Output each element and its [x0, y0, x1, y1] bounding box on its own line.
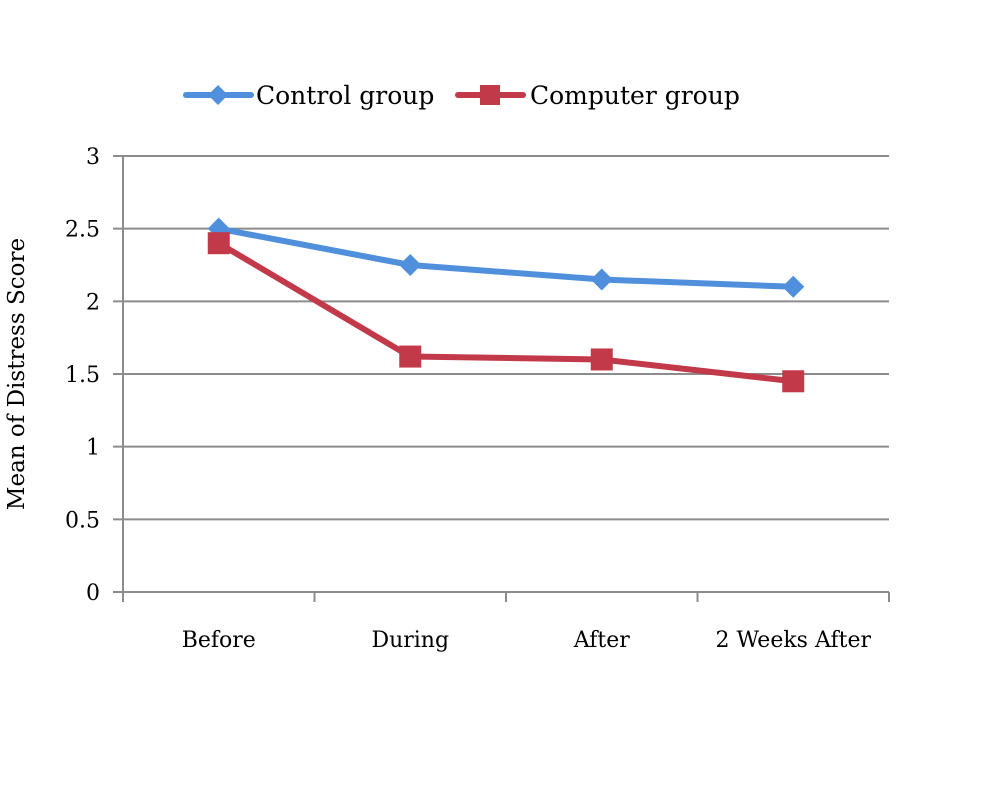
data-point — [590, 348, 613, 371]
series-layer — [207, 217, 805, 393]
y-tick-label: 2.5 — [65, 218, 100, 243]
y-tick-label: 1 — [86, 436, 100, 461]
legend: Control group Computer group — [183, 81, 740, 110]
legend-item-control: Control group — [183, 81, 434, 110]
data-point — [207, 232, 230, 255]
legend-label-computer: Computer group — [530, 81, 740, 110]
legend-marker-control — [208, 85, 228, 105]
gridlines — [113, 155, 889, 521]
data-point — [399, 345, 422, 368]
data-point — [399, 254, 422, 276]
axes — [113, 156, 890, 602]
legend-marker-computer — [480, 85, 500, 105]
x-tick-label: After — [573, 628, 631, 653]
x-tick-label: 2 Weeks After — [716, 628, 872, 653]
x-tick-label: During — [371, 628, 449, 653]
legend-label-control: Control group — [256, 81, 434, 110]
series-control — [207, 217, 805, 298]
y-tick-label: 0.5 — [65, 508, 100, 533]
y-tick-label: 1.5 — [65, 363, 100, 388]
y-tick-labels: 0 0.5 1 1.5 2 2.5 3 — [65, 145, 100, 606]
y-tick-label: 0 — [86, 581, 100, 606]
y-tick-label: 3 — [86, 145, 100, 170]
data-point — [590, 268, 613, 291]
data-point — [782, 370, 805, 393]
series-computer — [207, 232, 805, 393]
series-line — [215, 225, 797, 290]
x-tick-labels: Before During After 2 Weeks After — [182, 628, 872, 653]
legend-item-computer: Computer group — [455, 81, 740, 110]
x-tick-label: Before — [182, 628, 256, 653]
y-axis-title: Mean of Distress Score — [4, 238, 30, 510]
data-point — [782, 275, 805, 298]
y-tick-label: 2 — [86, 290, 100, 315]
series-line — [215, 240, 797, 385]
